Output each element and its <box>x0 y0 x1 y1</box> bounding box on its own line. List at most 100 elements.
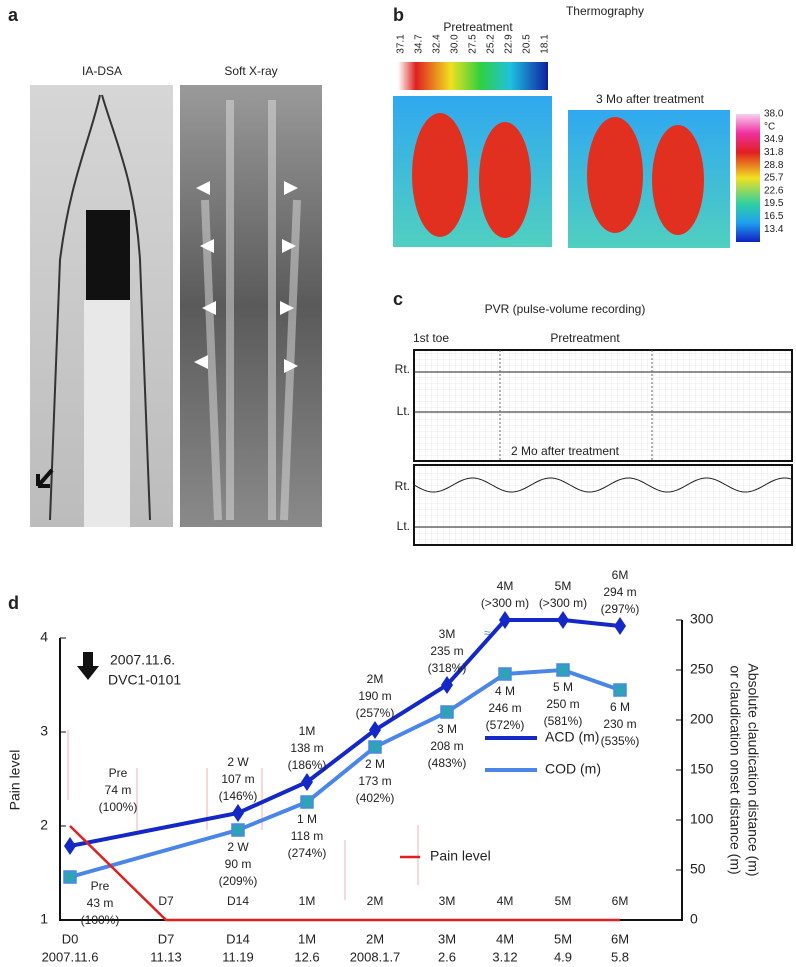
y-tick-label: 4 <box>40 629 48 645</box>
colorbar-label: 38.0 <box>764 109 784 120</box>
colorbar-label: 25.2 <box>486 34 497 54</box>
image-region <box>86 210 130 300</box>
x-tick-label: D0 <box>62 931 79 946</box>
panel-title: PVR (pulse-volume recording) <box>485 302 646 316</box>
y2-tick-label: 250 <box>690 661 714 677</box>
point <box>232 804 244 822</box>
point-label: 2 W <box>227 840 249 854</box>
point-label: 3 M <box>437 722 457 736</box>
image-title: Pretreatment <box>443 20 513 34</box>
point <box>231 823 245 837</box>
y-tick-label: 3 <box>40 723 48 739</box>
arrowheads <box>194 181 298 373</box>
y2-axis-label: or claudication onset distance (m) <box>727 665 743 874</box>
series-line <box>69 825 620 922</box>
row-label: Lt. <box>397 404 410 418</box>
x-tick-date: 3.12 <box>492 949 517 964</box>
legend-label: Pain level <box>430 848 491 864</box>
foot <box>479 122 531 238</box>
trace <box>413 477 793 493</box>
colorbar-label: 30.0 <box>450 34 461 54</box>
point-label: 246 m <box>488 701 521 715</box>
x-period-label: 1M <box>299 894 316 908</box>
point-label: 4M <box>497 579 514 593</box>
point <box>614 617 626 635</box>
point-label: 6M <box>612 568 629 582</box>
x-tick-date: 11.13 <box>150 949 182 964</box>
point-label: 250 m <box>546 697 579 711</box>
point-label: Pre <box>109 766 128 780</box>
point <box>556 663 570 677</box>
point-label: Pre <box>91 879 110 893</box>
colorbar-label: 20.5 <box>522 34 533 54</box>
point-label: 208 m <box>430 739 463 753</box>
colorbar-label: 32.4 <box>432 34 443 54</box>
point-label: 5M <box>555 579 572 593</box>
y2-tick-label: 50 <box>690 861 706 877</box>
point-label: 2 W <box>227 755 249 769</box>
point-label: (186%) <box>288 758 327 772</box>
y-tick-label: 1 <box>40 911 48 927</box>
row-label: Rt. <box>395 362 410 376</box>
point <box>64 837 76 855</box>
point <box>499 611 511 629</box>
x-period-label: 6M <box>612 894 629 908</box>
point-label: 138 m <box>290 741 323 755</box>
colorbar <box>736 114 760 242</box>
colorbar-label: 34.7 <box>414 34 425 54</box>
point-label: (100%) <box>81 913 120 927</box>
site-label: 1st toe <box>413 331 449 345</box>
point <box>369 721 381 739</box>
image-title: Soft X-ray <box>224 64 277 78</box>
point <box>368 740 382 754</box>
row-label: Rt. <box>395 479 410 493</box>
x-period-label: 5M <box>555 894 572 908</box>
image-title: IA-DSA <box>82 64 122 78</box>
point-label: (318%) <box>428 661 467 675</box>
point-label: (535%) <box>601 734 640 748</box>
y2-tick-label: 200 <box>690 711 714 727</box>
legend-label: ACD (m) <box>545 729 599 745</box>
axis-break: ≈ <box>484 626 491 640</box>
panel-label: c <box>393 289 403 309</box>
image-region <box>84 300 130 527</box>
panel-label: d <box>8 593 19 613</box>
point-label: 2 M <box>365 757 385 771</box>
trace-box <box>413 464 793 546</box>
point <box>613 683 627 697</box>
point-label: (483%) <box>428 756 467 770</box>
vessel <box>49 94 151 521</box>
annotation: 2007.11.6. <box>110 652 175 668</box>
point-label: 1M <box>299 724 316 738</box>
point-label: 6 M <box>610 700 630 714</box>
panel-title: Thermography <box>566 4 644 18</box>
legend-label: COD (m) <box>545 761 601 777</box>
x-period-label: 4M <box>497 894 514 908</box>
point <box>498 667 512 681</box>
point-label: 4 M <box>495 684 515 698</box>
colorbar-label: 34.9 <box>764 134 784 145</box>
x-tick-date: 12.6 <box>294 949 319 964</box>
x-tick-date: 2008.1.7 <box>350 949 401 964</box>
colorbar-label: 25.7 <box>764 173 784 184</box>
point-label: 43 m <box>87 896 114 910</box>
y2-tick-label: 100 <box>690 811 714 827</box>
y2-tick-label: 150 <box>690 761 714 777</box>
colorbar-label: 16.5 <box>764 211 784 222</box>
point-label: 230 m <box>603 717 636 731</box>
panel-label: b <box>393 5 404 25</box>
x-tick-date: 11.19 <box>222 949 254 964</box>
x-tick-date: 2.6 <box>438 949 456 964</box>
foot <box>652 125 704 235</box>
point-label: 190 m <box>358 689 391 703</box>
panel-label: a <box>8 5 19 25</box>
point-label: (100%) <box>99 800 138 814</box>
guide-lines <box>67 730 419 900</box>
point-label: 90 m <box>225 857 252 871</box>
point-label: (297%) <box>601 602 640 616</box>
bone <box>201 100 301 521</box>
colorbar-label: 31.8 <box>764 147 784 158</box>
point-label: (572%) <box>486 718 525 732</box>
colorbar-label: 22.6 <box>764 185 784 196</box>
foot <box>412 113 468 237</box>
